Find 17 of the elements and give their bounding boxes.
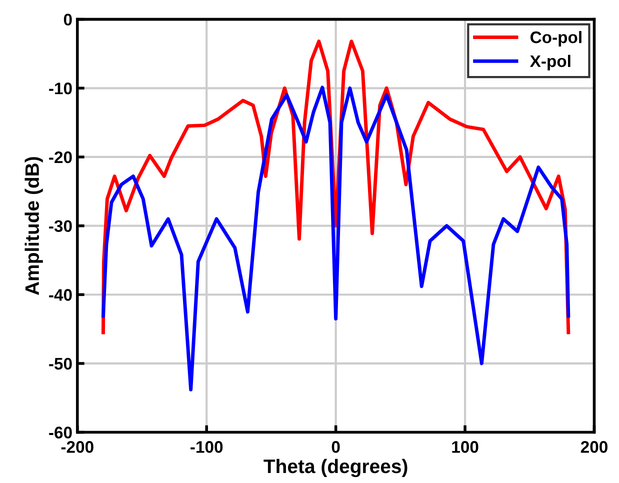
y-axis-title: Amplitude (dB) (24, 157, 43, 295)
y-tick-label: -60 (49, 426, 72, 438)
x-tick-label: -100 (190, 441, 223, 453)
x-tick-label: 200 (580, 441, 608, 453)
x-tick-label: 100 (452, 441, 478, 453)
x-tick-label: -200 (61, 441, 94, 453)
y-tick-label: -10 (49, 82, 72, 94)
legend-label: X-pol (530, 54, 570, 70)
y-tick-label: -30 (49, 220, 72, 232)
line-series (101, 86, 570, 392)
y-tick-label: 0 (64, 14, 72, 26)
y-tick-label: -50 (49, 358, 72, 370)
legend-label: Co-pol (530, 30, 582, 47)
y-tick-label: -40 (49, 289, 72, 301)
x-tick-label: 0 (332, 441, 340, 453)
y-tick-label: -20 (49, 151, 72, 164)
x-axis-title: Theta (degrees) (264, 458, 408, 478)
